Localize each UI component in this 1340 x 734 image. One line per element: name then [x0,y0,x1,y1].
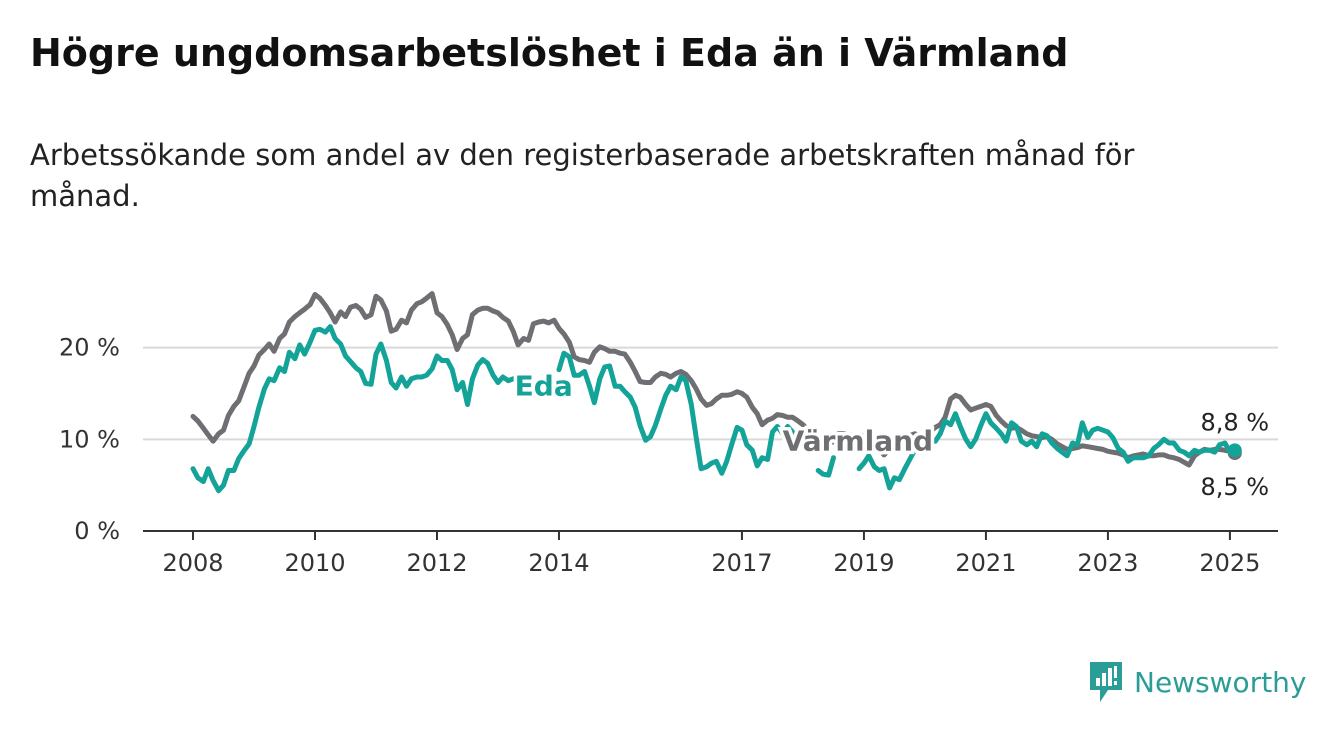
series-lines [190,291,1242,494]
y-tick-label: 10 % [59,425,120,453]
x-tick-label: 2025 [1199,549,1260,577]
series-labels: Eda Värmland 8,8 % 8,5 % [511,366,1272,504]
brand-logo: Newsworthy [1088,660,1307,704]
brand-name: Newsworthy [1134,665,1307,699]
x-tick-label: 2010 [284,549,345,577]
y-tick-label: 20 % [59,334,120,362]
series-label: Eda [515,369,573,402]
y-tick-label: 0 % [74,517,120,545]
x-tick-label: 2014 [528,549,589,577]
chart-subtitle: Arbetssökande som andel av den registerb… [30,138,1135,213]
series-end-point [1227,443,1242,458]
axes: 0 % 10 % 20 % 2008 2010 2012 2014 2017 2019 2021 2… [59,334,1278,577]
end-value-label: 8,8 % [1200,408,1269,436]
series-line-eda [190,324,1238,494]
x-tick-label: 2008 [162,549,223,577]
newsworthy-logo-icon [1090,662,1122,702]
x-tick-label: 2017 [711,549,772,577]
x-tick-label: 2012 [406,549,467,577]
end-value-label: 8,5 % [1200,473,1269,501]
series-line-vrmland [190,291,1238,468]
x-tick-label: 2021 [955,549,1016,577]
x-tick-label: 2019 [833,549,894,577]
series-label: Värmland [783,424,934,457]
chart-title: Högre ungdomsarbetslöshet i Eda än i Vär… [30,31,1069,75]
x-tick-label: 2023 [1077,549,1138,577]
gridlines [143,346,1278,441]
